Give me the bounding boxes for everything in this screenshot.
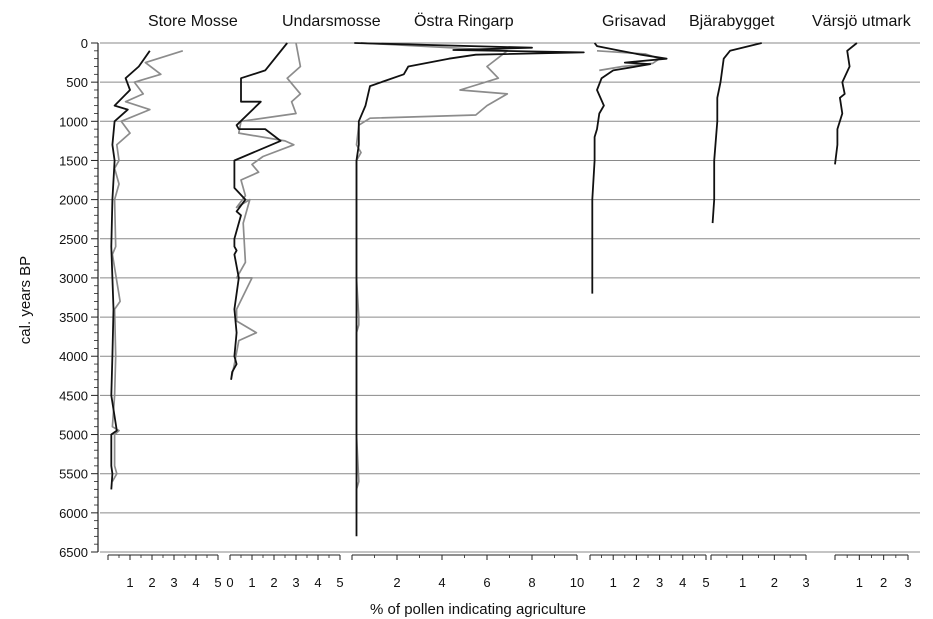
site-title: Undarsmosse <box>282 13 381 30</box>
x-tick-label: 1 <box>856 575 863 590</box>
x-tick-label: 5 <box>702 575 709 590</box>
y-axis: 0 500 1000 1500 2000 2500 3000 3500 4000 4500 5000… <box>59 36 99 560</box>
x-tick-label: 1 <box>739 575 746 590</box>
x-tick-label: 3 <box>904 575 911 590</box>
x-tick-label: 1 <box>248 575 255 590</box>
y-tick-label: 2000 <box>59 193 88 208</box>
y-tick-label: 2500 <box>59 232 88 247</box>
site-panel: Östra Ringarp 2 4 6 8 10 <box>351 12 585 590</box>
x-tick-label: 5 <box>336 575 343 590</box>
x-tick-label: 5 <box>214 575 221 590</box>
site-title: Grisavad <box>602 13 666 30</box>
x-tick-label: 3 <box>656 575 663 590</box>
y-tick-label: 0 <box>81 36 88 51</box>
x-tick-label: 3 <box>802 575 809 590</box>
y-tick-label: 4500 <box>59 388 88 403</box>
y-tick-label: 3500 <box>59 310 88 325</box>
site-title: Östra Ringarp <box>414 12 514 30</box>
x-tick-label: 4 <box>314 575 321 590</box>
series-line-dark <box>110 50 151 490</box>
x-tick-label: 4 <box>438 575 445 590</box>
series-line-dark <box>834 42 858 165</box>
x-tick-label: 3 <box>170 575 177 590</box>
x-tick-label: 2 <box>270 575 277 590</box>
x-tick-label: 4 <box>192 575 199 590</box>
x-tick-label: 2 <box>393 575 400 590</box>
site-panel: Undarsmosse 0 1 2 3 4 5 <box>226 13 380 590</box>
horizontal-gridlines <box>100 42 920 553</box>
x-axis-title: % of pollen indicating agriculture <box>370 601 586 618</box>
x-tick-label: 8 <box>528 575 535 590</box>
y-tick-label: 3000 <box>59 271 88 286</box>
site-panel: Bjärabygget 1 2 3 <box>689 13 810 590</box>
x-tick-label: 0 <box>226 575 233 590</box>
series-line-dark <box>354 42 585 537</box>
y-tick-label: 6000 <box>59 506 88 521</box>
site-panel: Store Mosse 1 2 3 4 5 <box>107 13 238 590</box>
y-tick-label: 500 <box>66 75 88 90</box>
x-tick-label: 3 <box>292 575 299 590</box>
series-line-dark <box>230 42 288 380</box>
series-line-light <box>111 49 184 482</box>
y-tick-label: 1000 <box>59 114 88 129</box>
y-axis-title: cal. years BP <box>17 256 34 344</box>
y-tick-label: 1500 <box>59 153 88 168</box>
y-tick-label: 5500 <box>59 467 88 482</box>
series-line-light <box>230 42 302 380</box>
x-tick-label: 2 <box>771 575 778 590</box>
x-tick-label: 4 <box>679 575 686 590</box>
y-tick-label: 4000 <box>59 349 88 364</box>
site-title: Bjärabygget <box>689 13 775 30</box>
site-title: Värsjö utmark <box>812 13 912 30</box>
site-title: Store Mosse <box>148 13 238 30</box>
x-tick-label: 2 <box>633 575 640 590</box>
series-line-dark <box>591 42 668 294</box>
y-tick-label: 6500 <box>59 545 88 560</box>
y-tick-label: 5000 <box>59 428 88 443</box>
x-tick-label: 1 <box>126 575 133 590</box>
site-panel: Värsjö utmark 1 2 3 <box>812 13 912 590</box>
x-tick-label: 2 <box>148 575 155 590</box>
x-tick-label: 1 <box>610 575 617 590</box>
x-tick-label: 2 <box>880 575 887 590</box>
x-tick-label: 10 <box>570 575 584 590</box>
x-tick-label: 6 <box>483 575 490 590</box>
series-line-dark <box>711 42 762 224</box>
site-panel: Grisavad 1 2 3 4 5 <box>589 13 710 590</box>
